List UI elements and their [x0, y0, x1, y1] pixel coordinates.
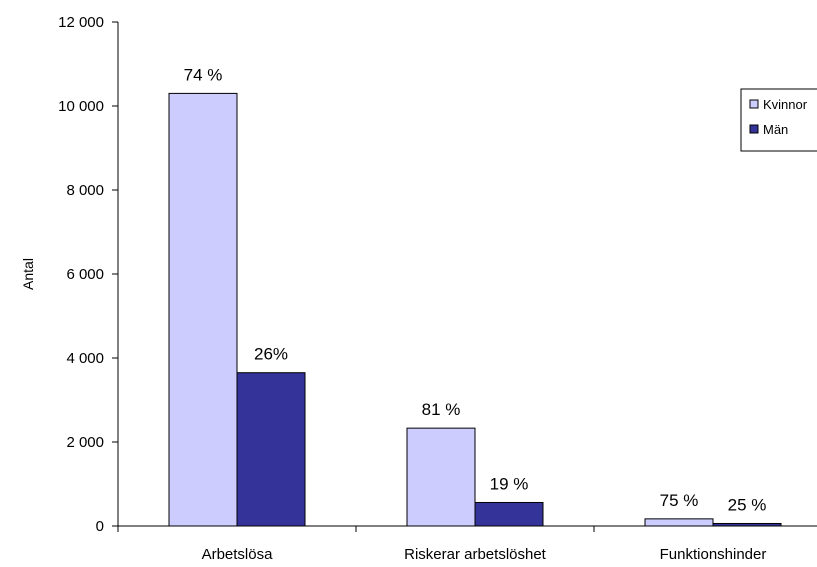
legend: Kvinnor Män	[740, 88, 817, 152]
y-tick-label: 2 000	[66, 434, 104, 451]
x-category-label: Riskerar arbetslöshet	[404, 546, 547, 562]
y-tick-label: 6 000	[66, 266, 104, 283]
data-labels: 74 % 26% 81 % 19 % 75 % 25 %	[184, 65, 767, 514]
y-axis-title: Antal	[20, 258, 36, 290]
bar-man	[474, 501, 544, 527]
legend-label: Män	[763, 122, 788, 137]
x-category-label: Arbetslösa	[202, 546, 274, 562]
bar-man	[712, 522, 782, 527]
y-tick-label: 0	[96, 518, 104, 535]
bar-kvinnor	[168, 92, 238, 527]
x-category-label: Funktionshinder	[660, 546, 767, 562]
legend-label: Kvinnor	[763, 97, 808, 112]
bars	[168, 92, 782, 527]
legend-box	[740, 88, 817, 152]
legend-swatch	[749, 99, 759, 109]
bar-kvinnor	[406, 427, 476, 527]
y-tick-label: 4 000	[66, 350, 104, 367]
data-label: 75 %	[660, 491, 699, 510]
data-label: 25 %	[728, 495, 767, 514]
bar-kvinnor	[644, 518, 714, 527]
data-label: 19 %	[490, 474, 529, 493]
data-label: 26%	[254, 345, 288, 364]
legend-swatch	[749, 124, 759, 134]
axes: 0 2 000 4 000 6 000 8 000 10 000 12 000 Arbetsl…	[58, 14, 817, 563]
y-tick-label: 12 000	[58, 14, 104, 31]
y-tick-label: 10 000	[58, 98, 104, 115]
data-label: 81 %	[422, 400, 461, 419]
y-tick-label: 8 000	[66, 182, 104, 199]
bar-man	[236, 372, 306, 527]
data-label: 74 %	[184, 65, 223, 84]
